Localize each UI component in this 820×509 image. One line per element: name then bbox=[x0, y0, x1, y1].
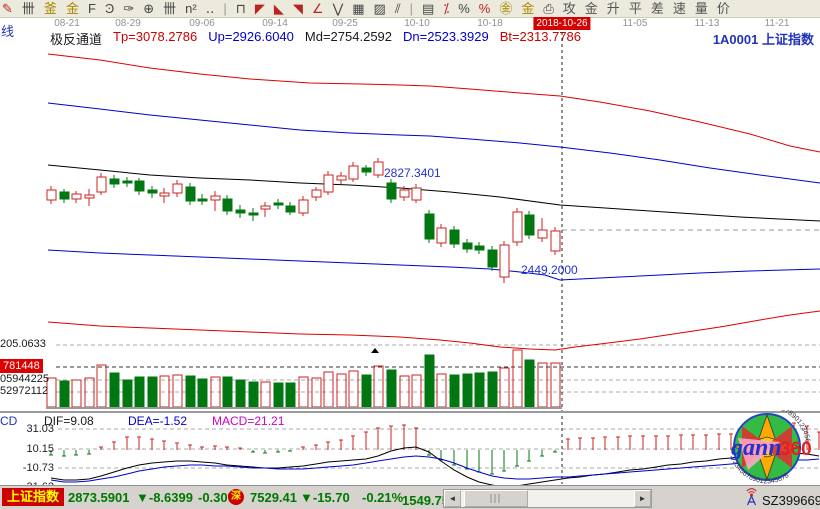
volume-scale-label: 205.0633 bbox=[0, 338, 46, 350]
gann-fan-icon[interactable]: ◤ bbox=[254, 1, 265, 16]
square-number-icon[interactable]: n² bbox=[185, 1, 197, 16]
tool-char5-icon[interactable]: 差 bbox=[650, 1, 664, 16]
drawing-toolbar: ✎ 卌釜金 F Ͽ ✑ ⊕ 卌 n² ‥ | ⊓ ◤ ◣ ◥ ∠ ⋁ ▦ ▨ ⫽ | ▤ ⁒%% ㊎金 ⎙ 攻金升平差速量价 bbox=[0, 0, 820, 18]
window-tool-icon[interactable]: ⊓ bbox=[235, 1, 246, 16]
tool-char2-icon[interactable]: 金 bbox=[584, 1, 598, 16]
date-tick: 11-13 bbox=[694, 18, 720, 29]
crosshair-date-highlight: 2018-10-26 bbox=[533, 17, 591, 30]
more-dots-icon[interactable]: ‥ bbox=[205, 1, 215, 16]
symbol-label[interactable]: 1A0001 上证指数 bbox=[713, 29, 814, 48]
thumb-grip-icon bbox=[490, 494, 502, 503]
scrollbar-thumb[interactable] bbox=[464, 490, 528, 507]
fibonacci-icon[interactable]: F bbox=[87, 1, 96, 16]
sh-price: 2873.5901 bbox=[68, 490, 130, 505]
gold-icon[interactable]: 金 bbox=[65, 1, 79, 16]
tool-char1-icon[interactable]: 攻 bbox=[562, 1, 576, 16]
percent-line-icon[interactable]: ⁒ bbox=[443, 1, 450, 16]
gold-under-icon[interactable]: 金 bbox=[521, 1, 535, 16]
panel-divider[interactable] bbox=[0, 411, 820, 413]
macd-y-tick: 31.03 bbox=[26, 423, 54, 435]
gann-fan2-icon[interactable]: ◣ bbox=[273, 1, 284, 16]
volume-scale-label: 05944225 bbox=[0, 373, 49, 385]
percent-under-icon[interactable]: % bbox=[478, 1, 491, 16]
symbol-code: 1A0001 bbox=[712, 32, 759, 47]
angle-line-icon[interactable]: ∠ bbox=[311, 1, 324, 16]
indicator-dn-value: Dn=2523.3929 bbox=[403, 29, 489, 44]
bars-icon[interactable]: ▤ bbox=[422, 1, 435, 16]
logo-360-text: 360 bbox=[780, 439, 812, 460]
gann360-logo: 4567890123456 23456789012345678 gann 360 bbox=[730, 410, 812, 484]
date-tick: 09-25 bbox=[332, 18, 358, 29]
date-tick: 09-14 bbox=[262, 18, 288, 29]
indicator-tp-value: Tp=3078.2786 bbox=[113, 29, 198, 44]
sz-change: ▼-15.70 bbox=[300, 490, 350, 505]
date-tick: 08-29 bbox=[115, 18, 141, 29]
sz-price: 7529.41 bbox=[250, 490, 297, 505]
status-bar: 上证指数 2873.5901 ▼-8.6399 -0.30% 深 7529.41… bbox=[0, 485, 820, 509]
down-arrow-icon: ▼ bbox=[136, 490, 149, 505]
tool-char3-icon[interactable]: 升 bbox=[606, 1, 620, 16]
gold-circle-icon[interactable]: ㊎ bbox=[499, 1, 513, 16]
date-tick: 11-21 bbox=[764, 18, 790, 29]
separator2: | bbox=[409, 1, 414, 16]
logo-gann-text: gann bbox=[730, 435, 782, 461]
indicator-up-value: Up=2926.6040 bbox=[208, 29, 294, 44]
spiral-icon[interactable]: Ͽ bbox=[104, 1, 115, 16]
date-tick: 10-10 bbox=[404, 18, 430, 29]
tool-char4-icon[interactable]: 平 bbox=[628, 1, 642, 16]
tool-char7-icon[interactable]: 量 bbox=[694, 1, 708, 16]
macd-panel-label[interactable]: CD bbox=[0, 414, 18, 428]
high-price-annotation: 2827.3401 bbox=[384, 166, 441, 180]
announce-icon[interactable]: ⎙ bbox=[543, 1, 554, 16]
macd-dif-value: DIF=9.08 bbox=[44, 414, 94, 428]
scroll-left-button[interactable]: ◄ bbox=[444, 490, 461, 507]
indicator-bt-value: Bt=2313.7786 bbox=[499, 29, 582, 44]
gann-fan3-icon[interactable]: ◥ bbox=[292, 1, 303, 16]
sh-change: ▼-8.6399 bbox=[136, 490, 193, 505]
zigzag-icon[interactable]: ⋁ bbox=[332, 1, 344, 16]
separator: | bbox=[223, 1, 227, 16]
tool-char6-icon[interactable]: 速 bbox=[672, 1, 686, 16]
sz-pct: -0.21% bbox=[362, 490, 404, 505]
low-price-annotation: 2449.2000 bbox=[521, 263, 578, 277]
grid-box-icon[interactable]: ▦ bbox=[352, 1, 365, 16]
macd-dea-value: DEA=-1.52 bbox=[128, 414, 188, 428]
volume-scale-label: 52972112 bbox=[0, 385, 49, 397]
date-tick: 09-06 bbox=[189, 18, 215, 29]
date-tick: 08-21 bbox=[54, 18, 80, 29]
measure-icon[interactable]: ✑ bbox=[123, 1, 135, 16]
hatch-box-icon[interactable]: ▨ bbox=[373, 1, 386, 16]
gold-kettle-icon[interactable]: 釜 bbox=[43, 1, 57, 16]
circle-grid-icon[interactable]: ⊕ bbox=[143, 1, 155, 16]
date-axis: 08-21 08-29 09-06 09-14 09-25 10-10 10-18 11-05… bbox=[0, 17, 820, 30]
indicator-header: 极反通道 Tp=3078.2786 Up=2926.6040 Md=2754.2… bbox=[50, 29, 581, 48]
index-tab[interactable]: 上证指数 bbox=[2, 488, 65, 506]
current-symbol-label[interactable]: SZ399669,深证农业 bbox=[762, 493, 820, 508]
quote-feed-antenna-icon bbox=[746, 488, 757, 506]
symbol-name: 上证指数 bbox=[761, 32, 814, 47]
tool-char8-icon[interactable]: 价 bbox=[716, 1, 730, 16]
pencil-icon[interactable]: ✎ bbox=[2, 1, 13, 16]
current-volume-label: 781448 bbox=[0, 359, 43, 373]
percent-icon[interactable]: % bbox=[458, 1, 470, 16]
date-tick: 11-05 bbox=[622, 18, 648, 29]
macd-macd-value: MACD=21.21 bbox=[212, 414, 285, 428]
horizontal-scrollbar[interactable]: ◄ ► bbox=[443, 489, 652, 508]
date-tick: 10-18 bbox=[477, 18, 503, 29]
scroll-right-button[interactable]: ► bbox=[634, 490, 651, 507]
grid2-icon[interactable]: 卌 bbox=[163, 1, 177, 16]
indicator-md-value: Md=2754.2592 bbox=[304, 29, 393, 44]
macd-y-tick: 10.15 bbox=[26, 443, 54, 455]
parallel-lines-icon[interactable]: ⫽ bbox=[394, 1, 401, 16]
kline-period-label[interactable]: 线 bbox=[1, 24, 15, 39]
gann-grid-icon[interactable]: 卌 bbox=[21, 1, 35, 16]
shenzhen-badge-icon: 深 bbox=[228, 489, 244, 505]
down-arrow2-icon: ▼ bbox=[300, 490, 313, 505]
macd-y-tick: -10.73 bbox=[22, 462, 54, 474]
indicator-name[interactable]: 极反通道 bbox=[50, 32, 103, 47]
